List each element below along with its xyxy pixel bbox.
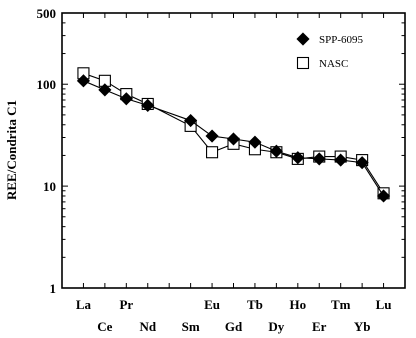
y-tick-label: 100 [37, 77, 57, 92]
x-tick-label: Nd [139, 319, 156, 334]
data-point [296, 32, 310, 46]
plot-frame [61, 12, 406, 289]
x-tick-label: Eu [204, 297, 220, 312]
legend-item: SPP-6095 [296, 32, 364, 46]
x-tick-label: Er [312, 319, 327, 334]
data-point [269, 144, 283, 158]
data-point [248, 135, 262, 149]
x-tick-label: Ce [97, 319, 112, 334]
data-point [355, 156, 369, 170]
x-tick-label: Gd [225, 319, 243, 334]
data-point [76, 74, 91, 88]
y-tick-label: 1 [50, 281, 57, 296]
x-tick-label: Sm [182, 319, 200, 334]
data-point [312, 152, 326, 166]
series-layer [76, 67, 391, 203]
plot-border [61, 12, 406, 289]
data-point [226, 132, 241, 146]
legend-label: NASC [319, 58, 348, 70]
legend: SPP-6095 NASC [296, 32, 364, 70]
x-tick-label: Dy [268, 319, 284, 334]
data-point [206, 146, 219, 159]
y-axis-ticks: 1 10 100 500 [37, 6, 405, 296]
data-point [296, 56, 310, 70]
y-tick-label: 10 [43, 179, 56, 194]
data-point [205, 129, 219, 143]
x-tick-label: Yb [354, 319, 371, 334]
y-tick-label: 500 [37, 6, 57, 21]
series-spp-6095 [76, 74, 391, 203]
legend-item: NASC [296, 56, 348, 70]
data-point [98, 83, 112, 97]
data-point [184, 113, 198, 128]
data-point [119, 92, 133, 106]
legend-label: SPP-6095 [319, 34, 364, 46]
data-point [334, 153, 348, 167]
data-point [376, 189, 391, 203]
x-tick-label: Lu [376, 297, 392, 312]
x-tick-label: Tb [247, 297, 263, 312]
x-tick-label: Ho [290, 297, 307, 312]
x-tick-label: La [76, 297, 92, 312]
x-tick-label: Tm [331, 297, 351, 312]
data-point [291, 151, 305, 165]
x-tick-label: Pr [119, 297, 133, 312]
y-axis-label: REE/Condrita C1 [4, 100, 19, 200]
data-point [141, 98, 155, 112]
